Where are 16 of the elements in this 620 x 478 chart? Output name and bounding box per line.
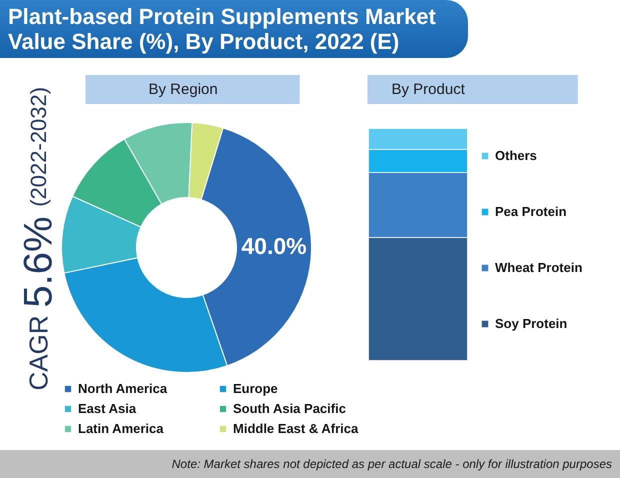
legend-label: Pea Protein [495, 203, 567, 219]
text: Note: Market shares not depicted as per actual scale - only for illustration purposes [0, 450, 620, 478]
legend-label: Soy Protein [495, 315, 568, 331]
chart-title: By Product [392, 81, 466, 98]
chart-title: Plant-based Protein Supplements Market Value Share (%), By Product, 2022 (E) [0, 0, 468, 58]
text: By Region [148, 81, 218, 98]
legend-label: Middle East & Africa [233, 420, 360, 436]
legend-label: North America [78, 380, 168, 396]
legend-label: South Asia Pacific [233, 400, 347, 416]
legend-label: Latin America [78, 420, 164, 436]
text: CAGR 5.6% (2022-2032) [16, 86, 60, 390]
legend-label: Wheat Protein [495, 259, 582, 275]
legend-label: Europe [233, 380, 279, 396]
legend-label: East Asia [78, 400, 138, 416]
data-label: 40.0% [241, 232, 307, 259]
legend-label: Others [495, 147, 537, 163]
